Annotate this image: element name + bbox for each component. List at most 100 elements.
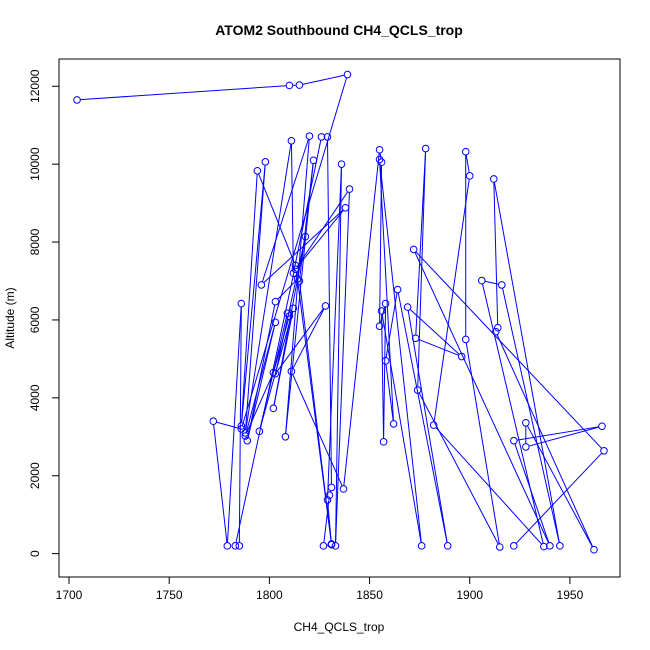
- series-segment: [417, 151, 427, 387]
- data-point: [237, 422, 246, 430]
- series-segment: [299, 163, 314, 278]
- y-tick-label: 6000: [28, 306, 42, 333]
- data-point: [321, 302, 330, 310]
- y-axis-label: Altitude (m): [3, 287, 17, 348]
- data-point: [497, 281, 506, 289]
- series-segment: [290, 144, 294, 270]
- data-point: [443, 542, 452, 550]
- data-point: [461, 147, 470, 156]
- data-point: [375, 145, 384, 154]
- data-point: [540, 542, 548, 551]
- data-point: [269, 368, 278, 377]
- series-segment: [335, 167, 342, 543]
- series-segment: [515, 452, 603, 544]
- data-point: [429, 421, 438, 429]
- data-point: [327, 483, 336, 492]
- series-segment: [407, 310, 448, 543]
- data-point: [495, 543, 504, 551]
- series-segment: [379, 162, 394, 421]
- series-segment: [335, 192, 350, 543]
- x-axis-label: CH4_QCLS_trop: [294, 620, 385, 634]
- data-point: [285, 81, 294, 90]
- chart-title: ATOM2 Southbound CH4_QCLS_trop: [215, 22, 463, 38]
- series-segment: [261, 139, 309, 282]
- series-segment: [482, 283, 544, 544]
- series-segment: [418, 339, 459, 356]
- data-point: [417, 542, 426, 550]
- data-point: [339, 485, 348, 493]
- series-segment: [493, 182, 560, 543]
- x-tick-label: 1800: [256, 588, 283, 602]
- data-point: [341, 203, 350, 212]
- data-point: [510, 542, 518, 550]
- data-point: [309, 156, 318, 165]
- data-point: [343, 70, 352, 79]
- series-segment: [514, 443, 550, 543]
- data-point: [231, 542, 240, 550]
- data-point: [73, 96, 81, 104]
- data-point: [411, 334, 420, 343]
- data-point: [271, 297, 280, 306]
- data-point: [510, 436, 518, 445]
- data-point: [461, 335, 470, 344]
- series-segment: [343, 152, 380, 486]
- data-point: [489, 175, 498, 183]
- series-segment: [297, 210, 344, 268]
- data-point: [323, 133, 332, 141]
- y-tick-label: 12000: [28, 69, 42, 103]
- series-segment: [502, 288, 560, 543]
- data-point: [291, 265, 300, 274]
- data-point: [281, 432, 290, 441]
- data-point: [421, 144, 430, 153]
- data-point: [243, 436, 252, 445]
- series-segment: [245, 143, 292, 430]
- data-point: [287, 367, 296, 376]
- data-point: [381, 299, 390, 308]
- series-segment: [418, 392, 499, 545]
- x-tick-label: 1950: [557, 588, 584, 602]
- series-segment: [213, 424, 228, 543]
- series-segment: [302, 74, 345, 85]
- data-point: [491, 327, 500, 336]
- data-point: [283, 309, 292, 318]
- data-point: [413, 386, 422, 394]
- data-point: [237, 299, 246, 308]
- series-segment: [273, 239, 306, 406]
- series-segment: [285, 139, 310, 434]
- data-point: [271, 369, 280, 378]
- data-point: [325, 491, 334, 500]
- data-point: [305, 132, 314, 140]
- y-axis: 0 2000 4000 6000 8000 10000 12000: [28, 69, 59, 557]
- data-point: [269, 404, 278, 413]
- data-point: [287, 136, 296, 145]
- data-point: [389, 420, 398, 428]
- data-point: [546, 542, 554, 550]
- series-segment: [415, 151, 426, 335]
- series-segment: [292, 374, 343, 487]
- data-point: [379, 438, 388, 446]
- data-point: [556, 542, 564, 550]
- series-segment: [80, 85, 287, 101]
- series-segment: [247, 304, 276, 438]
- data-point: [457, 352, 466, 361]
- series-segment: [327, 167, 342, 497]
- data-point: [465, 172, 474, 180]
- series-segment: [397, 292, 448, 543]
- data-point: [291, 261, 300, 270]
- series-layer: [73, 70, 608, 554]
- series-segment: [292, 308, 325, 369]
- data-point: [257, 281, 266, 289]
- data-point: [522, 418, 530, 427]
- data-point: [477, 276, 486, 285]
- data-point: [241, 429, 250, 437]
- data-point: [235, 542, 244, 550]
- data-point: [209, 417, 218, 426]
- data-point: [375, 155, 384, 164]
- series-segment: [245, 165, 266, 430]
- data-point: [327, 540, 336, 548]
- data-point: [493, 323, 502, 332]
- plot-frame: [58, 58, 621, 578]
- series-segment: [277, 281, 296, 300]
- y-tick-label: 10000: [28, 147, 42, 181]
- data-point: [522, 443, 530, 451]
